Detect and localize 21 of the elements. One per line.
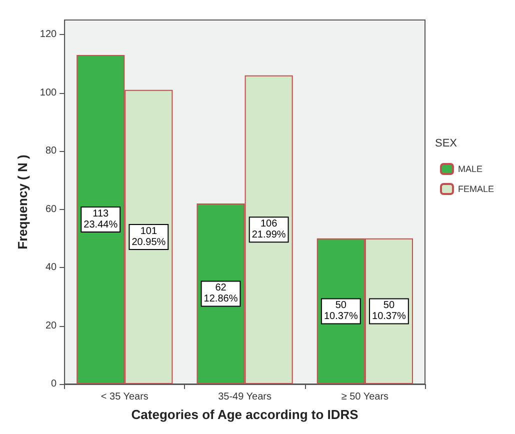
legend-label: FEMALE — [458, 184, 494, 194]
y-tick-label: 120 — [40, 29, 58, 40]
y-tick-label: 20 — [45, 320, 58, 332]
data-label: 101 20.95% — [132, 226, 166, 248]
legend-title: SEX — [434, 138, 458, 150]
y-tick-label: 60 — [45, 204, 58, 215]
data-label: 62 12.86% — [204, 282, 238, 305]
data-label: 50 10.37% — [324, 300, 358, 322]
y-axis-title: Frequency ( N ) — [15, 154, 30, 250]
data-label: 50 10.37% — [372, 300, 406, 322]
y-tick-label: 40 — [45, 262, 58, 274]
x-axis-title: Categories of Age according to IDRS — [131, 407, 359, 422]
y-tick-label: 100 — [40, 87, 58, 98]
y-tick-label: 80 — [45, 146, 58, 157]
data-label: 106 21.99% — [252, 218, 286, 241]
x-tick-label: < 35 Years — [100, 392, 148, 402]
x-tick-label: ≥ 50 Years — [341, 392, 389, 402]
data-label: 113 23.44% — [84, 208, 118, 230]
x-tick-label: 35-49 Years — [218, 392, 272, 402]
legend-label: MALE — [458, 164, 483, 174]
y-tick-label: 0 — [51, 378, 58, 390]
